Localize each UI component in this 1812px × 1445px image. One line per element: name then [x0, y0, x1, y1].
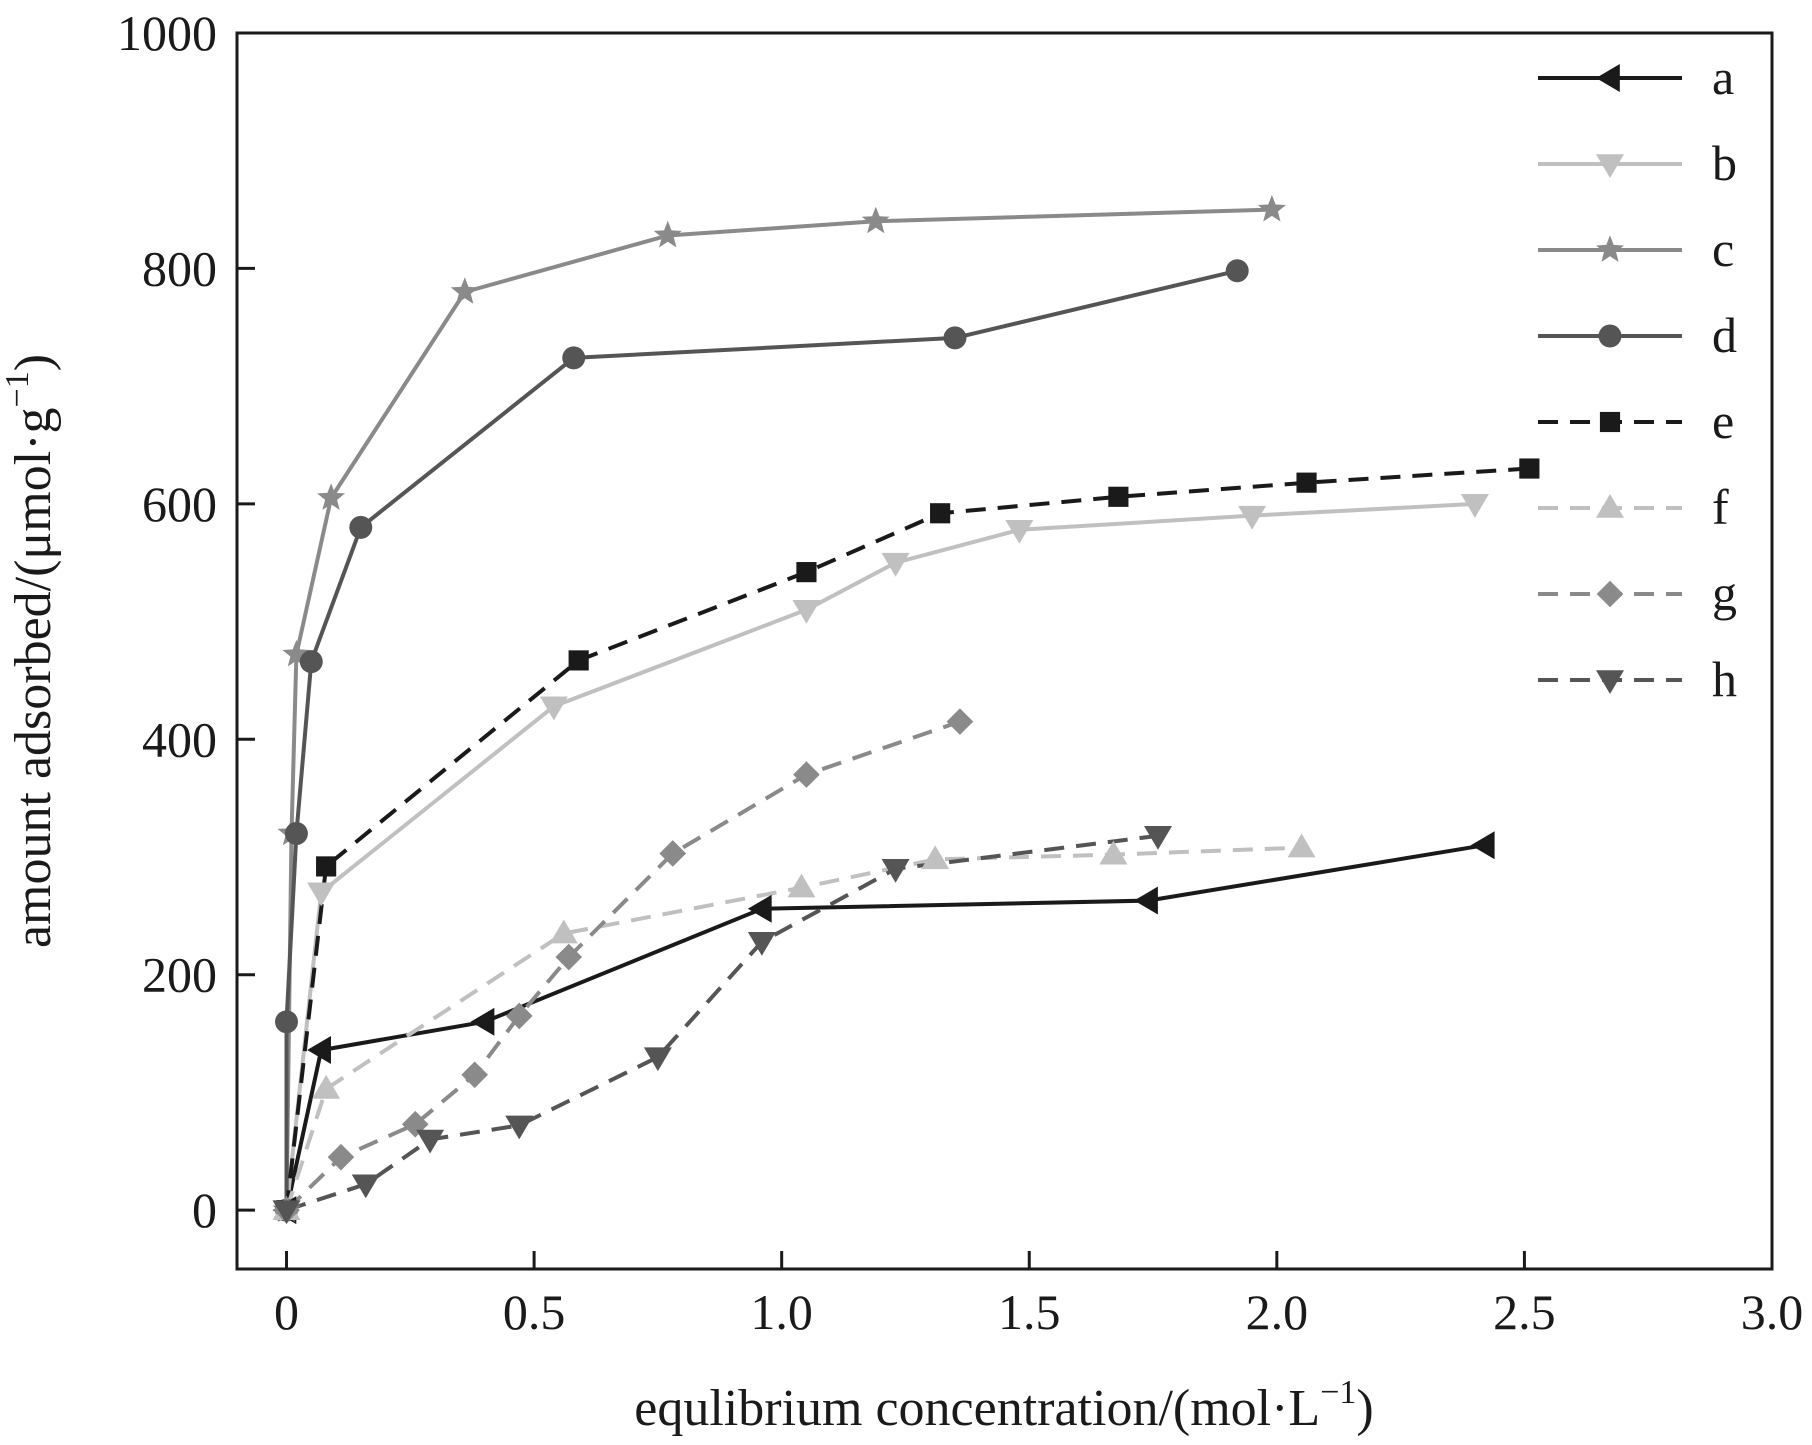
data-point-d — [1225, 259, 1249, 283]
legend-label-h: h — [1712, 651, 1737, 707]
y-axis-title: amount adsorbed/(μmol·g−1) — [0, 354, 62, 948]
legend-marker-b — [1596, 154, 1624, 178]
y-tick-label: 800 — [142, 240, 217, 296]
x-tick-label: 1.0 — [750, 1284, 813, 1340]
series-line-g — [285, 719, 961, 1212]
axis-ticks: 0 0.5 1.0 1.5 2.0 2.5 3.0 0 200 400 600 800 1000 — [117, 5, 1803, 1340]
series-markers — [272, 194, 1540, 1225]
data-point-h — [881, 858, 910, 883]
y-tick-label: 1000 — [117, 5, 217, 61]
data-point-a — [1134, 886, 1158, 915]
data-point-c — [1257, 194, 1286, 222]
data-point-f — [312, 1074, 341, 1099]
data-point-e — [568, 650, 589, 671]
data-point-a — [470, 1007, 495, 1036]
legend-marker-f — [1596, 494, 1624, 518]
legend-label-e: e — [1712, 393, 1734, 449]
series-lines — [284, 207, 1530, 1213]
data-point-f — [1099, 840, 1128, 865]
data-point-a — [307, 1036, 331, 1065]
x-tick-label: 1.5 — [998, 1284, 1061, 1340]
data-point-e — [316, 856, 337, 877]
data-point-d — [349, 515, 373, 539]
data-point-a — [747, 894, 772, 923]
legend-marker-e — [1599, 411, 1621, 433]
data-point-g — [505, 1002, 533, 1030]
data-point-e — [1108, 486, 1129, 507]
x-axis-title: equlibrium concentration/(mol·L−1) — [634, 1374, 1373, 1437]
y-tick-label: 200 — [142, 947, 217, 1003]
data-point-h — [643, 1047, 672, 1072]
data-point-d — [943, 326, 967, 350]
series-line-a — [284, 843, 1486, 1211]
data-point-h — [416, 1129, 445, 1154]
data-point-d — [562, 346, 586, 370]
x-tick-label: 2.5 — [1493, 1284, 1556, 1340]
data-point-b — [1238, 505, 1267, 530]
data-point-b — [1005, 519, 1034, 544]
data-point-f — [921, 845, 950, 870]
data-point-e — [1296, 472, 1317, 493]
data-point-a — [1470, 831, 1495, 860]
data-point-c — [317, 483, 346, 510]
legend-label-a: a — [1712, 49, 1734, 105]
legend-label-f: f — [1712, 479, 1729, 535]
data-point-h — [1144, 826, 1172, 850]
y-tick-label: 0 — [192, 1182, 217, 1238]
series-line-c — [284, 207, 1272, 1211]
data-point-f — [787, 873, 816, 898]
data-point-g — [555, 943, 583, 971]
legend-label-c: c — [1712, 221, 1734, 277]
data-point-b — [1460, 494, 1489, 518]
data-point-f — [549, 919, 578, 944]
data-point-d — [299, 650, 323, 674]
legend-marker-d — [1598, 324, 1622, 348]
data-point-g — [659, 840, 687, 867]
x-tick-label: 3.0 — [1741, 1284, 1804, 1340]
data-point-g — [461, 1061, 488, 1089]
data-point-b — [881, 552, 910, 577]
data-point-c — [282, 639, 311, 667]
legend-marker-a — [1596, 64, 1620, 92]
data-point-c — [450, 277, 479, 304]
data-point-e — [930, 503, 951, 524]
legend-label-b: b — [1712, 135, 1737, 191]
data-point-d — [284, 821, 308, 845]
data-point-g — [401, 1110, 429, 1138]
series-line-h — [285, 833, 1159, 1213]
y-tick-label: 600 — [142, 476, 217, 532]
data-point-b — [307, 882, 336, 907]
data-point-b — [539, 696, 568, 721]
data-point-h — [351, 1174, 380, 1199]
data-point-e — [796, 562, 817, 583]
data-point-f — [1287, 833, 1316, 858]
x-tick-label: 0 — [274, 1284, 299, 1340]
y-tick-label: 400 — [142, 711, 217, 767]
series-line-e — [284, 466, 1530, 1211]
data-point-b — [792, 600, 821, 624]
data-point-h — [747, 931, 776, 956]
x-tick-label: 0.5 — [503, 1284, 566, 1340]
legend-marker-h — [1596, 670, 1624, 694]
data-point-c — [861, 206, 890, 234]
plot-frame — [235, 31, 1774, 1271]
legend-marker-c — [1596, 235, 1624, 262]
data-point-d — [275, 1010, 298, 1034]
legend-marker-g — [1596, 580, 1624, 608]
legend-label-d: d — [1712, 307, 1737, 363]
legend-label-g: g — [1712, 565, 1737, 621]
data-point-g — [327, 1143, 355, 1171]
x-tick-label: 2.0 — [1246, 1284, 1309, 1340]
data-point-h — [272, 1200, 301, 1225]
data-point-g — [793, 761, 820, 788]
series-line-b — [284, 501, 1476, 1211]
series-line-d — [284, 268, 1238, 1211]
data-point-g — [946, 708, 974, 735]
data-point-e — [1519, 458, 1540, 479]
data-point-c — [653, 220, 682, 248]
data-point-h — [505, 1115, 534, 1140]
